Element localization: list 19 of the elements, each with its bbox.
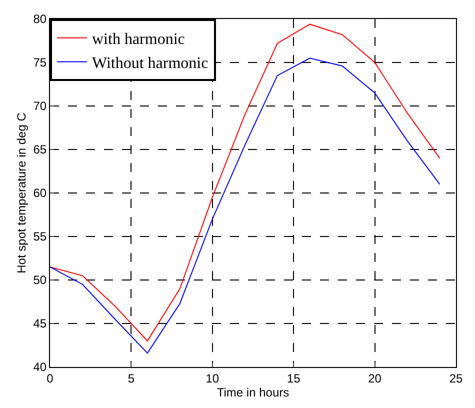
y-tick-label: 50 [33, 273, 47, 288]
x-tick-label: 0 [46, 371, 54, 386]
x-tick-label: 25 [449, 371, 463, 386]
y-tick-label: 45 [33, 316, 47, 331]
x-tick-label: 20 [368, 371, 382, 386]
x-tick-label: 5 [128, 371, 135, 386]
x-tick-label: 15 [286, 371, 301, 386]
y-tick-label: 40 [33, 360, 47, 374]
y-tick-label: 75 [33, 56, 47, 70]
y-tick-label: 65 [33, 142, 47, 157]
x-tick-label: 10 [206, 371, 220, 386]
y-axis-title: Hot spot temperature in deg C [14, 112, 29, 274]
y-tick-label: 70 [33, 99, 47, 114]
legend-label: with harmonic [92, 31, 185, 48]
y-tick-label: 60 [33, 186, 47, 200]
y-tick-label: 80 [33, 12, 47, 26]
legend-label: Without harmonic [92, 54, 208, 72]
x-axis-title: Time in hours [216, 385, 290, 400]
y-tick-label: 55 [33, 230, 47, 244]
